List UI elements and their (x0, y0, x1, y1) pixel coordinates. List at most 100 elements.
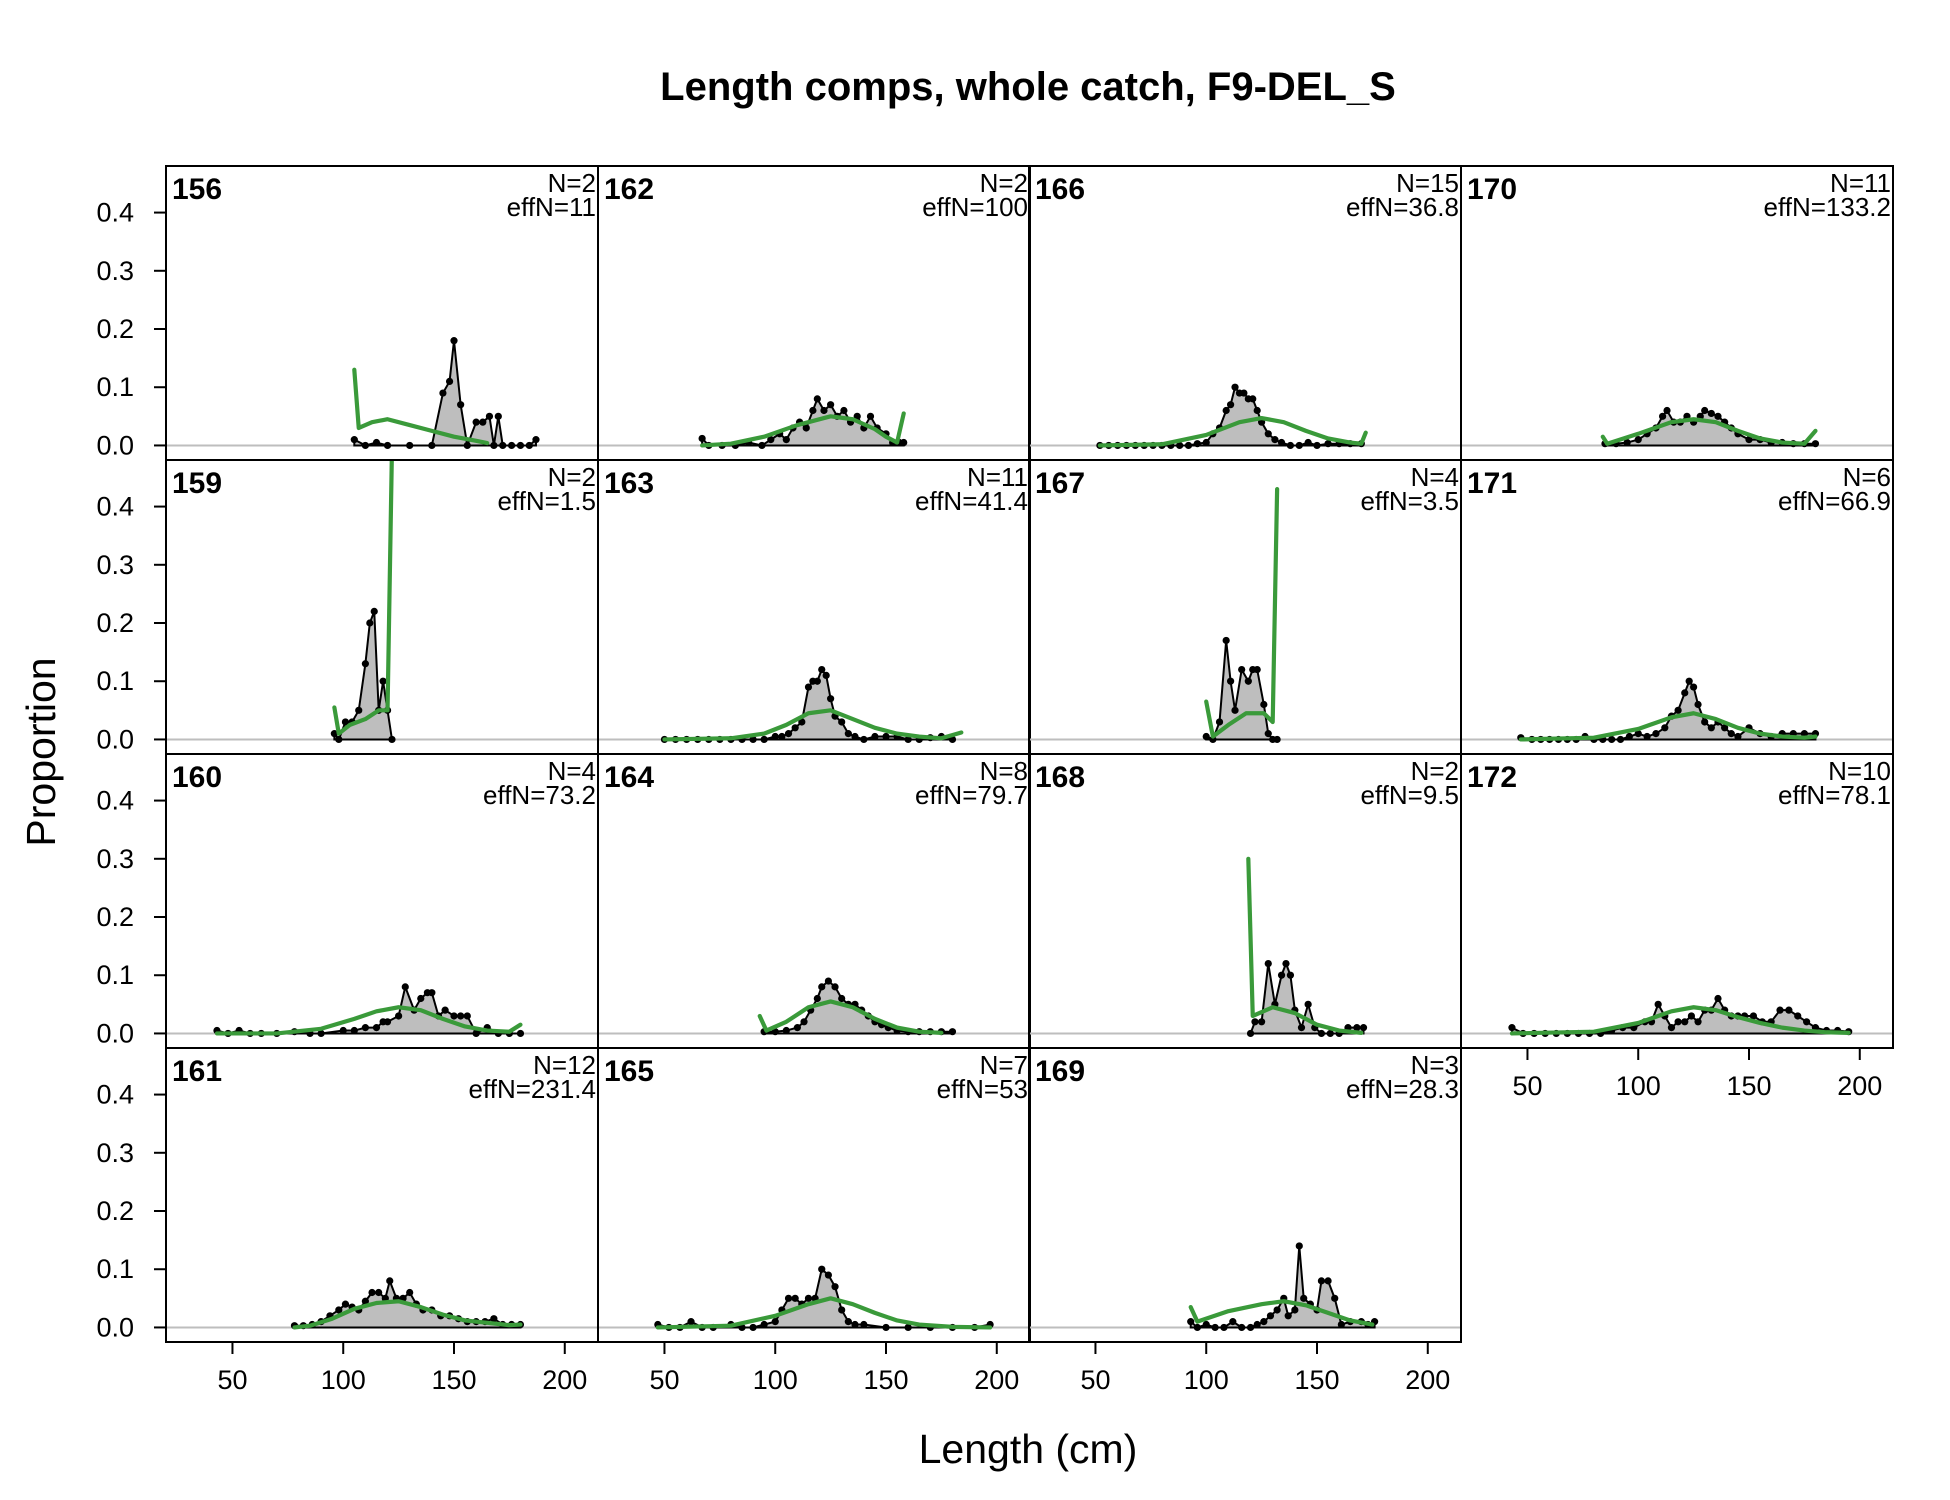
observed-point (1300, 1294, 1308, 1302)
panel-plot-area (1461, 406, 1893, 448)
observed-point (1317, 1277, 1326, 1285)
observed-point (428, 989, 436, 997)
observed-point (1251, 1018, 1259, 1026)
observed-point (813, 677, 821, 685)
y-tick-label: 0.3 (96, 256, 134, 286)
observed-point (1264, 430, 1272, 438)
observed-point (698, 434, 706, 443)
observed-point (366, 619, 374, 627)
y-tick-label: 0.4 (96, 786, 134, 816)
observed-point (457, 1012, 465, 1020)
observed-point (1291, 1306, 1299, 1314)
y-tick-label: 0.2 (96, 314, 134, 344)
observed-point (1244, 677, 1252, 685)
observed-point (1222, 406, 1230, 415)
observed-point (1359, 1024, 1368, 1032)
x-tick-label: 100 (321, 1365, 366, 1395)
panel-border (1460, 753, 1894, 1049)
observed-point (463, 441, 471, 450)
observed-point (767, 436, 775, 444)
effective-sample-size: effN=36.8 (1346, 192, 1459, 222)
observed-point (450, 337, 458, 345)
x-tick-label: 200 (1837, 1071, 1882, 1101)
panel-plot-area (1029, 856, 1461, 1038)
observed-point (1264, 959, 1272, 968)
observed-area (1205, 640, 1278, 741)
y-tick-label: 0.3 (96, 550, 134, 580)
observed-point (499, 441, 507, 450)
observed-point (1749, 1012, 1758, 1020)
y-tick-label: 0.2 (96, 608, 134, 638)
x-tick-label: 50 (649, 1365, 679, 1395)
observed-point (1184, 441, 1193, 450)
observed-area (763, 979, 954, 1035)
observed-point (1295, 441, 1303, 450)
observed-point (1193, 1323, 1201, 1332)
observed-point (1246, 1029, 1255, 1038)
observed-point (341, 1300, 350, 1308)
observed-point (1701, 406, 1709, 415)
observed-point (1714, 994, 1722, 1003)
observed-point (802, 424, 810, 432)
x-tick-label: 100 (753, 1365, 798, 1395)
observed-area (1249, 960, 1365, 1035)
observed-point (1246, 1323, 1255, 1332)
y-tick-label: 0.0 (96, 430, 134, 460)
observed-point (406, 1288, 414, 1297)
observed-point (445, 377, 454, 386)
observed-area (1519, 679, 1817, 741)
panel-label: 160 (172, 761, 222, 794)
observed-point (1222, 636, 1230, 645)
observed-point (472, 1029, 480, 1038)
y-tick-label: 0.4 (96, 198, 134, 228)
sample-size: N=15 (1396, 168, 1459, 198)
observed-point (330, 730, 338, 738)
effective-sample-size: effN=28.3 (1346, 1074, 1459, 1104)
observed-area (664, 667, 953, 741)
observed-point (824, 977, 833, 985)
panel-plot-area (166, 983, 598, 1038)
observed-point (355, 706, 363, 714)
panel-label: 163 (604, 467, 654, 500)
y-tick-label: 0.0 (96, 724, 134, 754)
observed-point (1803, 1018, 1811, 1026)
observed-point (838, 718, 846, 726)
observed-point (778, 732, 786, 741)
observed-point (368, 1288, 376, 1297)
sample-size: N=4 (1411, 462, 1459, 492)
observed-point (1211, 1323, 1219, 1332)
observed-point (784, 1294, 793, 1302)
observed-point (948, 1028, 957, 1036)
observed-point (900, 438, 908, 447)
observed-point (388, 735, 396, 744)
y-tick-label: 0.4 (96, 1080, 134, 1110)
observed-point (1227, 401, 1235, 409)
observed-point (1331, 1294, 1339, 1302)
y-tick-label: 0.1 (96, 960, 134, 990)
observed-point (370, 607, 378, 615)
observed-point (317, 1029, 325, 1038)
sample-size: N=8 (980, 756, 1028, 786)
sample-size: N=7 (980, 1050, 1028, 1080)
observed-point (827, 695, 835, 703)
observed-point (406, 441, 414, 450)
x-tick-label: 50 (217, 1365, 247, 1395)
observed-point (1681, 689, 1689, 697)
observed-point (844, 1318, 852, 1326)
observed-point (831, 1283, 839, 1291)
observed-point (428, 441, 436, 450)
expected-line (352, 367, 490, 446)
effective-sample-size: effN=73.2 (483, 780, 596, 810)
observed-point (1258, 1018, 1266, 1026)
observed-point (904, 735, 912, 744)
observed-point (820, 406, 828, 415)
observed-point (441, 1006, 449, 1014)
observed-point (350, 436, 358, 444)
expected-line (1204, 487, 1280, 739)
